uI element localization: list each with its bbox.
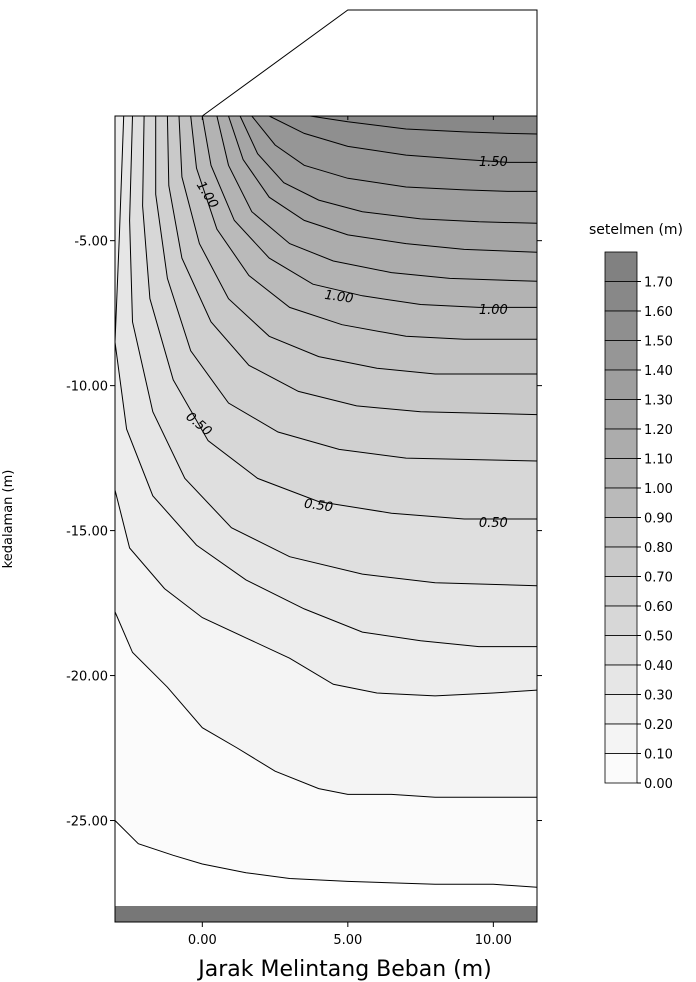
contour-label-text: 0.50: [303, 497, 334, 516]
y-axis-label: kedalaman (m): [1, 470, 16, 569]
contour-label-0: 1.50: [479, 155, 508, 170]
legend-swatch: [604, 753, 638, 784]
base-layer-bar: [115, 906, 537, 922]
legend-swatch: [604, 694, 638, 725]
y-tick-label: -10.00: [66, 380, 108, 395]
legend-swatch: [604, 517, 638, 548]
contour-label-text: 1.00: [324, 288, 355, 307]
contour-line-0.00: [115, 820, 537, 888]
x-tick-label: 5.00: [333, 933, 362, 948]
legend-swatch: [604, 605, 638, 636]
contour-label-3: 1.00: [479, 303, 508, 318]
legend-swatch: [604, 487, 638, 518]
fill-band-0.10: [115, 611, 537, 906]
legend-label: 0.40: [644, 659, 673, 674]
legend-swatch: [604, 310, 638, 341]
contour-label-text: 1.00: [479, 303, 508, 318]
legend-label: 0.90: [644, 512, 673, 527]
legend-label: 1.10: [644, 453, 673, 468]
x-axis-ticks: 0.00 5.00 10.00: [188, 116, 512, 948]
contour-line-1.40: [251, 116, 537, 192]
legend: setelmen (m) 1.70 1.60 1.50 1.40 1.30 1.20 1.1…: [589, 222, 683, 792]
contour-line-0.30: [115, 116, 537, 648]
x-axis-label: Jarak Melintang Beban (m): [196, 957, 492, 982]
legend-label: 0.10: [644, 748, 673, 763]
contour-label-5: 0.50: [303, 497, 334, 516]
legend-label: 1.60: [644, 305, 673, 320]
contour-line-1.00: [201, 116, 537, 308]
contour-line-0.60: [155, 116, 537, 462]
contour-line-1.50: [268, 116, 537, 163]
legend-swatch: [604, 399, 638, 430]
embankment-outline: [202, 9, 538, 117]
contour-line-1.30: [239, 116, 537, 224]
contour-line-0.70: [166, 116, 537, 416]
contour-line-0.90: [190, 116, 537, 340]
legend-label: 0.20: [644, 718, 673, 733]
legend-swatch: [604, 576, 638, 607]
legend-swatch: [604, 251, 638, 282]
legend-title: setelmen (m): [589, 222, 683, 238]
legend-label: 0.60: [644, 600, 673, 615]
y-tick-label: -5.00: [74, 235, 108, 250]
x-tick-label: 10.00: [475, 933, 512, 948]
contour-line-0.50: [142, 116, 537, 520]
legend-swatch: [604, 635, 638, 666]
y-tick-label: -15.00: [66, 525, 108, 540]
legend-label: 0.80: [644, 541, 673, 556]
embankment-line: [202, 9, 538, 117]
contour-fills: [115, 116, 537, 906]
legend-label: 1.00: [644, 482, 673, 497]
legend-label: 0.30: [644, 689, 673, 704]
plot-frame: [114, 115, 538, 923]
contour-line-0.80: [178, 116, 537, 375]
legend-label: 1.40: [644, 364, 673, 379]
contour-line-0.40: [129, 116, 537, 587]
legend-label: 1.50: [644, 335, 673, 350]
contour-lines: [115, 116, 537, 888]
contour-line-1.20: [228, 116, 537, 253]
contour-line-0.20: [115, 489, 537, 697]
y-tick-label: -20.00: [66, 670, 108, 685]
x-tick-label: 0.00: [188, 933, 217, 948]
legend-swatch: [604, 546, 638, 577]
legend-label: 1.30: [644, 394, 673, 409]
y-axis-ticks: -5.00 -10.00 -15.00 -20.00 -25.00: [66, 235, 542, 830]
contour-label-2: 1.00: [324, 288, 355, 307]
legend-swatch: [604, 428, 638, 459]
legend-label: 0.00: [644, 777, 673, 792]
legend-swatch: [604, 369, 638, 400]
legend-label: 0.50: [644, 630, 673, 645]
legend-swatch: [604, 458, 638, 489]
legend-swatch: [604, 281, 638, 312]
legend-label: 1.20: [644, 423, 673, 438]
legend-swatch: [604, 340, 638, 371]
y-tick-label: -25.00: [66, 815, 108, 830]
contour-labels: 1.501.001.001.000.500.500.50: [183, 155, 508, 531]
legend-label: 1.70: [644, 276, 673, 291]
legend-swatch: [604, 664, 638, 695]
contour-label-text: 0.50: [479, 516, 508, 531]
contour-line-0.10: [115, 611, 537, 798]
contour-label-text: 1.50: [479, 155, 508, 170]
contour-label-6: 0.50: [479, 516, 508, 531]
legend-label: 0.70: [644, 571, 673, 586]
legend-swatch: [604, 723, 638, 754]
contour-line-1.60: [309, 116, 537, 135]
contour-line-1.10: [216, 116, 537, 282]
